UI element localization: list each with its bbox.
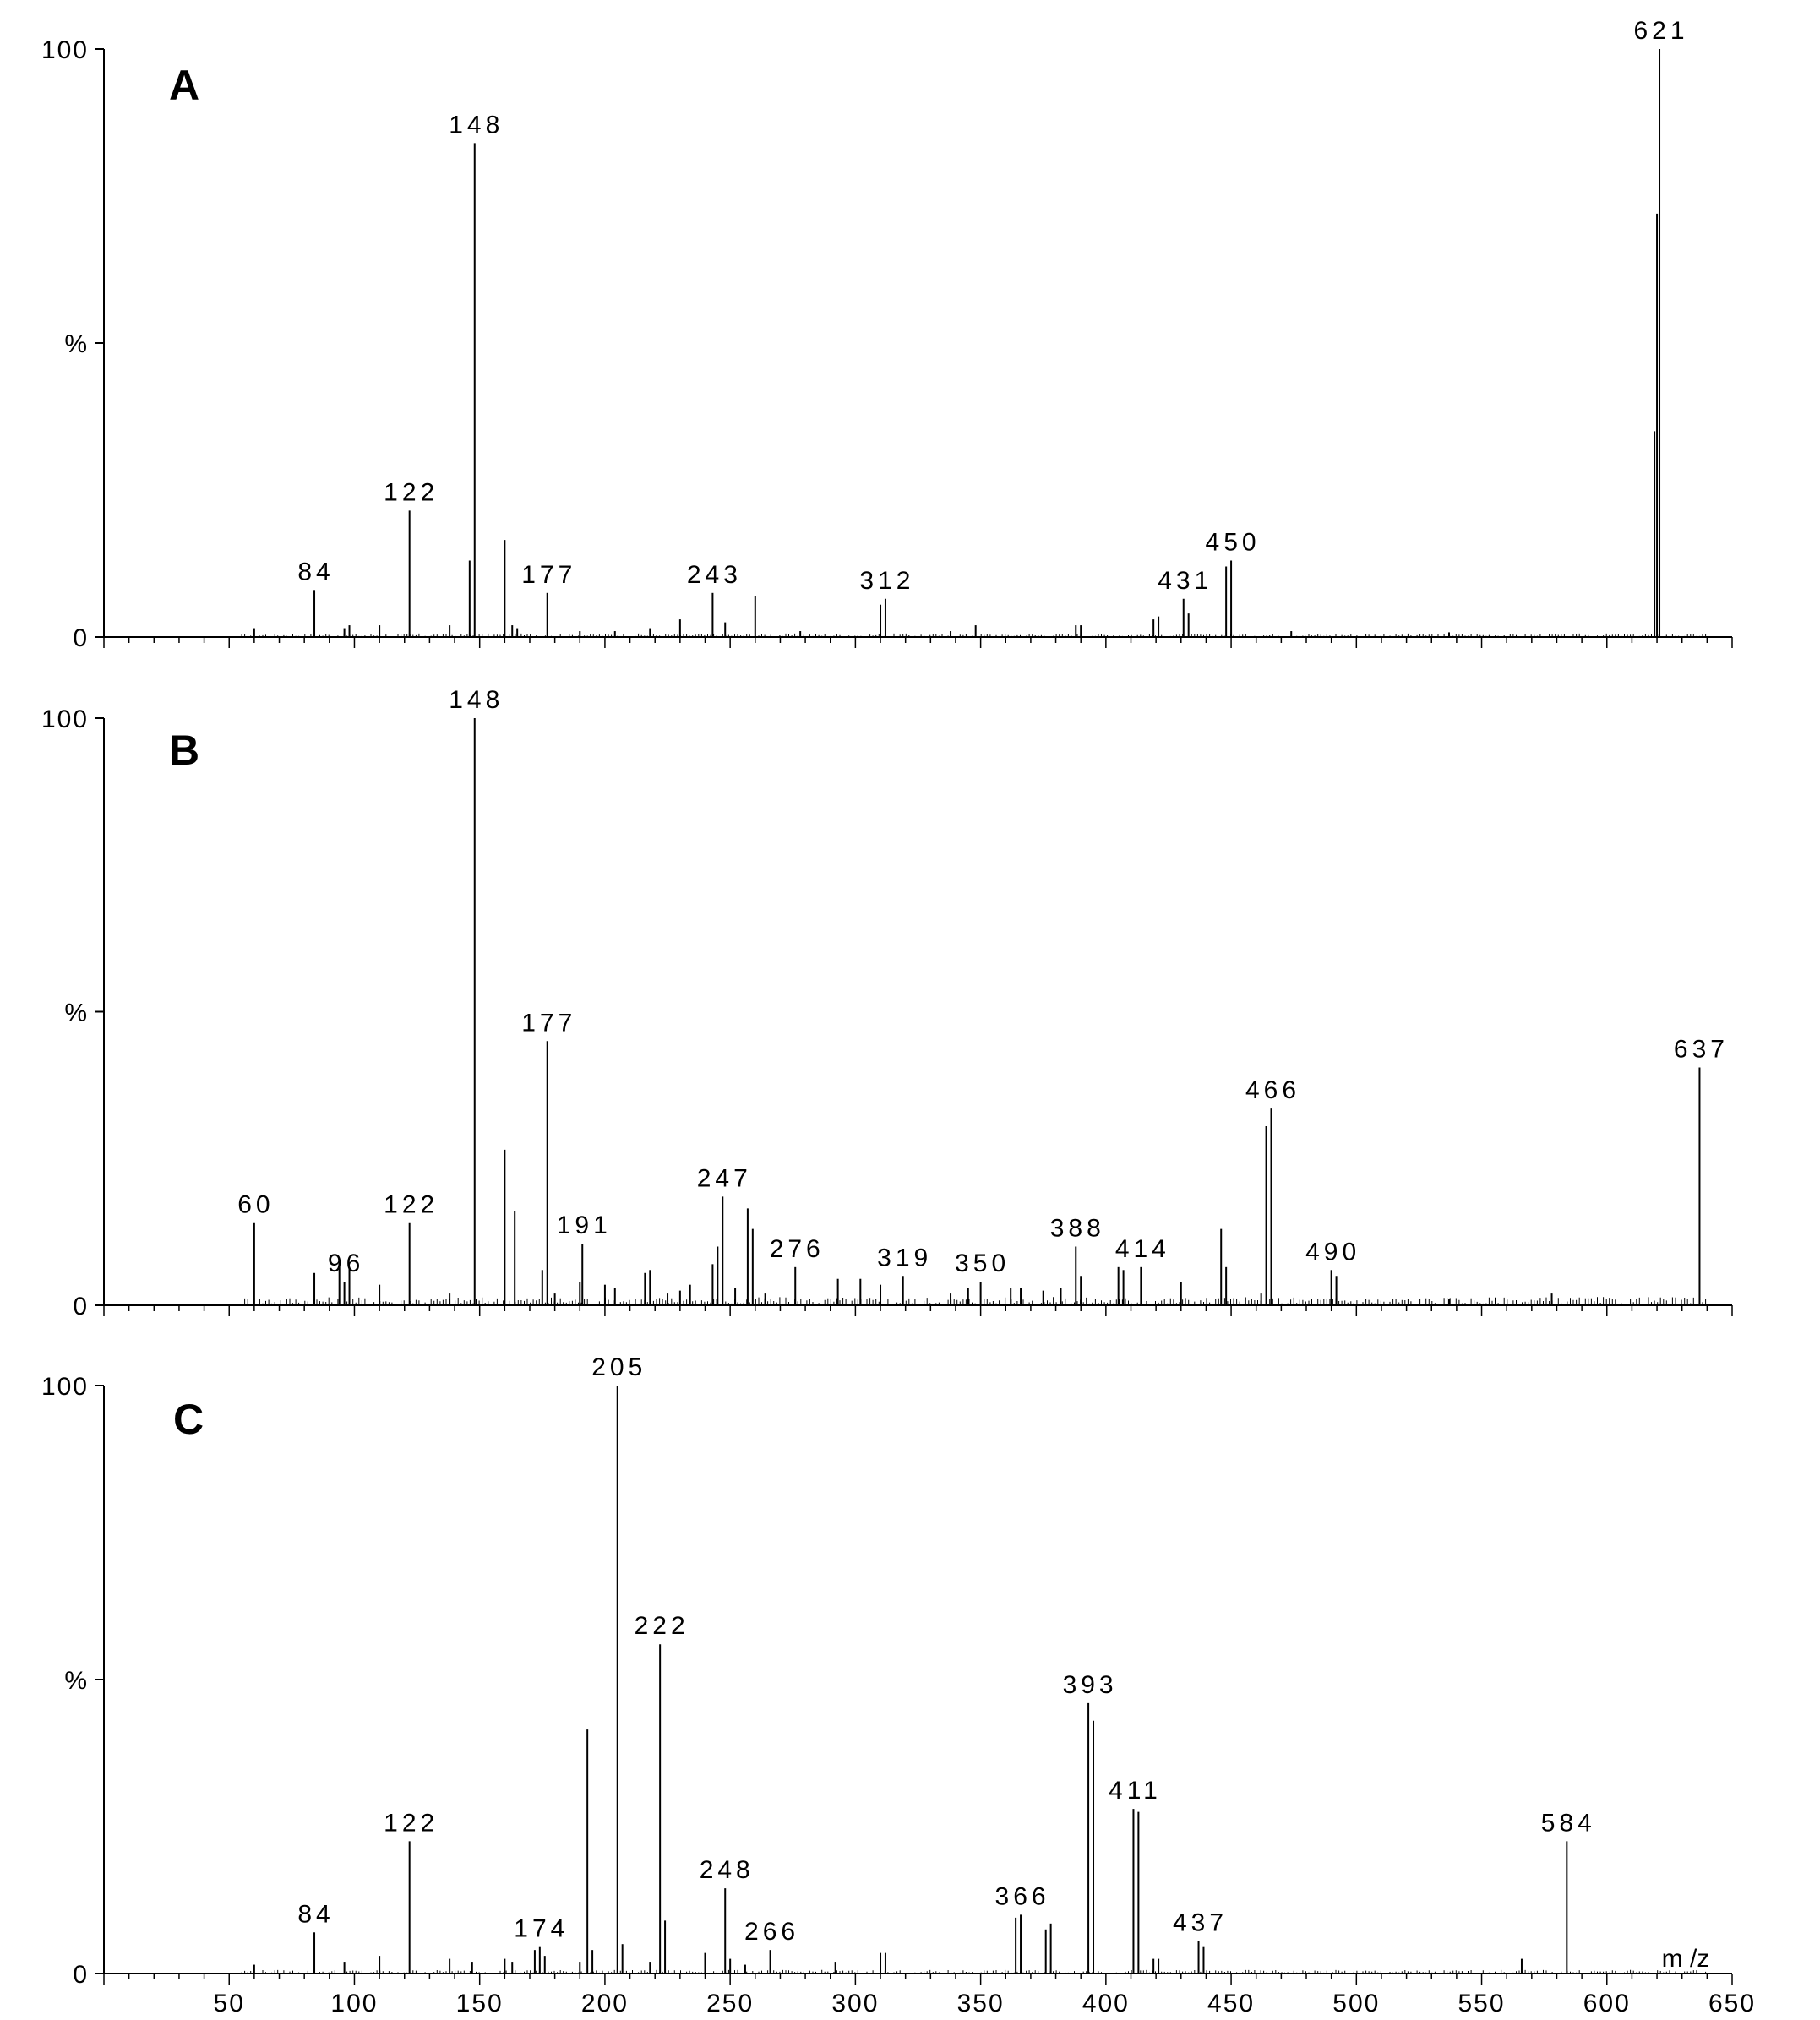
- peak-label-177: 177: [521, 561, 576, 589]
- peak-label-319: 319: [877, 1244, 932, 1271]
- spectrum-panel-c: 0% 100 50 100 150 200 250 300 350 400 450 500 550 600…: [41, 1353, 1756, 2017]
- peak-label-366: 366: [995, 1882, 1050, 1910]
- x-tick-label: 550: [1458, 1990, 1506, 2017]
- peak-label-411: 411: [1109, 1777, 1162, 1805]
- peak-label-621: 621: [1633, 17, 1688, 45]
- y-tick-label: 0: [73, 624, 89, 652]
- peak-label-637: 637: [1674, 1036, 1729, 1064]
- peak-label-312: 312: [859, 567, 914, 595]
- spectra-panels: 0% 100 84 122 148 177 243 312 431 450 621 A 0% 100 60 9…: [41, 17, 1756, 2017]
- peak-label-450: 450: [1206, 529, 1261, 557]
- y-tick-label: %: [64, 1667, 89, 1695]
- y-tick-label: 0: [73, 1293, 89, 1320]
- y-tick-label: 100: [41, 1373, 89, 1401]
- x-tick-label: 300: [831, 1990, 879, 2017]
- peak-label-177: 177: [521, 1009, 576, 1037]
- panel-letter-a: A: [169, 62, 199, 109]
- peak-label-393: 393: [1063, 1671, 1118, 1699]
- peak-label-584: 584: [1541, 1809, 1596, 1837]
- peak-label-122: 122: [384, 478, 439, 506]
- peak-label-96: 96: [328, 1250, 364, 1277]
- peak-label-490: 490: [1305, 1238, 1360, 1266]
- peak-label-266: 266: [744, 1918, 799, 1946]
- x-tick-label: 600: [1583, 1990, 1631, 2017]
- y-tick-label: 100: [41, 705, 89, 733]
- x-tick-label: 250: [706, 1990, 754, 2017]
- baseline-noise: [241, 1297, 1707, 1305]
- peak-label-122: 122: [384, 1191, 439, 1219]
- peak-label-431: 431: [1158, 567, 1212, 595]
- y-tick-label: %: [64, 999, 89, 1027]
- peak-label-437: 437: [1173, 1909, 1228, 1937]
- peak-label-84: 84: [297, 558, 334, 585]
- y-tick-label: 0: [73, 1961, 89, 1989]
- peak-label-191: 191: [557, 1211, 612, 1239]
- peak-label-205: 205: [591, 1353, 646, 1381]
- x-tick-label: 400: [1082, 1990, 1130, 2017]
- peak-label-248: 248: [700, 1856, 755, 1884]
- y-tick-label: 100: [41, 36, 89, 64]
- x-tick-label: 350: [957, 1990, 1005, 2017]
- peak-label-247: 247: [697, 1164, 752, 1192]
- peak-label-60: 60: [237, 1191, 274, 1219]
- x-tick-label: 450: [1207, 1990, 1255, 2017]
- panel-letter-b: B: [169, 727, 199, 774]
- x-axis-label: m /z: [1662, 1945, 1710, 1973]
- baseline-noise: [241, 633, 1707, 637]
- y-tick-label: %: [64, 330, 89, 358]
- peak-label-84: 84: [297, 1900, 334, 1928]
- peak-label-388: 388: [1050, 1215, 1105, 1243]
- x-tick-label: 150: [456, 1990, 504, 2017]
- peak-label-148: 148: [449, 111, 504, 139]
- x-tick-label: 200: [581, 1990, 629, 2017]
- panel-letter-c: C: [173, 1396, 204, 1443]
- baseline-noise: [241, 1969, 1707, 1974]
- peak-label-350: 350: [955, 1250, 1010, 1277]
- peak-label-122: 122: [384, 1809, 439, 1837]
- peak-label-466: 466: [1245, 1076, 1300, 1104]
- peak-label-414: 414: [1115, 1235, 1170, 1263]
- x-tick-label: 650: [1708, 1990, 1756, 2017]
- peak-label-276: 276: [770, 1235, 825, 1263]
- x-tick-label: 50: [214, 1990, 245, 2017]
- peak-label-222: 222: [635, 1612, 689, 1640]
- spectrum-panel-a: 0% 100 84 122 148 177 243 312 431 450 621 A: [41, 17, 1733, 652]
- x-tick-label: 500: [1332, 1990, 1380, 2017]
- peak-label-243: 243: [687, 561, 742, 589]
- x-tick-label: 100: [330, 1990, 378, 2017]
- peak-label-148: 148: [449, 686, 504, 714]
- peak-label-174: 174: [514, 1915, 569, 1943]
- spectrum-panel-b: 0% 100 60 96 122 148 177 191 247 276 319 350 388 414 4…: [41, 686, 1733, 1320]
